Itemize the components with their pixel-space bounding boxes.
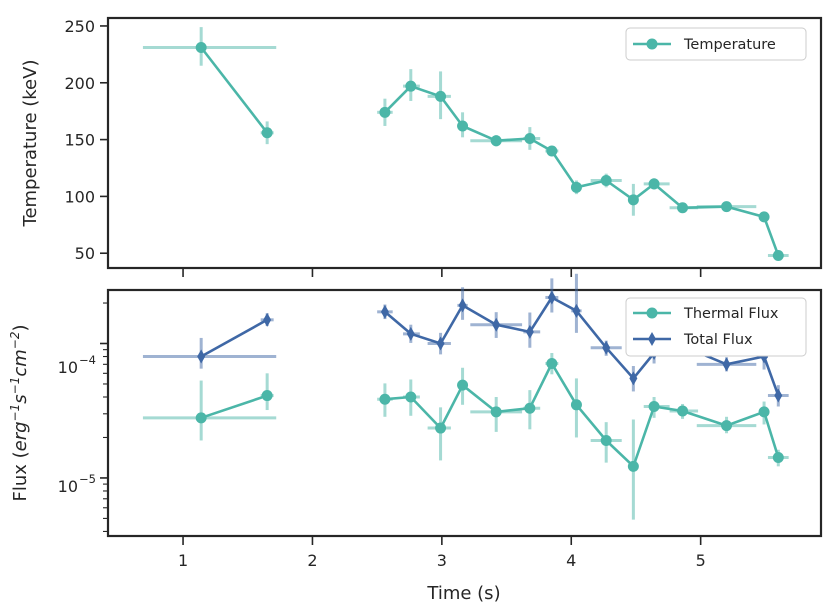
- flux-thermal-flux-point-0-0: [195, 412, 207, 424]
- flux-total-flux-point-1-9: [629, 371, 638, 386]
- temperature-x-ticks: [182, 268, 702, 277]
- flux-plot-frame: [106, 288, 823, 538]
- temperature-temperature-point-1-3: [457, 120, 469, 132]
- flux-total-flux-point-1-0: [380, 304, 389, 319]
- flux-total-flux-point-0-1: [263, 312, 272, 327]
- flux-panel: 1 2 3 4 5 10 −5 10 −4 Flux (erg−1s−1cm−2) Ti…: [8, 273, 823, 604]
- temperature-y-axis-label: Temperature (keV): [20, 60, 41, 228]
- flux-thermal-flux-point-1-6: [546, 357, 558, 369]
- x-axis-label: Time (s): [426, 583, 500, 604]
- temperature-plot-frame: [106, 16, 823, 270]
- flux-total-flux-line-0: [200, 318, 268, 358]
- temperature-ytick-label-100: 100: [64, 187, 95, 206]
- flux-thermal-flux-point-1-12: [721, 420, 733, 432]
- flux-ytick-label-1e-4: 10: [58, 358, 78, 377]
- temperature-ytick-label-50: 50: [75, 244, 95, 263]
- flux-thermal-flux-point-1-4: [490, 406, 502, 418]
- temperature-y-ticks: 50 100 150 200 250: [64, 17, 108, 263]
- temperature-temperature-point-1-4: [490, 135, 502, 147]
- temperature-temperature-point-1-2: [435, 90, 447, 102]
- temperature-temperature-point-0-1: [261, 127, 273, 139]
- flux-thermal-flux-point-1-2: [435, 422, 447, 434]
- flux-total-flux-point-1-3: [458, 298, 467, 313]
- temperature-ytick-label-150: 150: [64, 131, 95, 150]
- temperature-plot-area: [142, 27, 789, 261]
- temperature-temperature-point-1-0: [379, 106, 391, 118]
- legend-marker-total-flux: [648, 332, 656, 346]
- flux-y-axis-label: Flux (erg−1s−1cm−2): [8, 324, 31, 501]
- legend-label-thermal-flux: Thermal Flux: [683, 306, 779, 322]
- flux-ytick-label-1e-5-base: 10: [58, 477, 78, 496]
- flux-x-ticks: 1 2 3 4 5: [178, 536, 706, 570]
- legend-label-total-flux: Total Flux: [683, 332, 753, 348]
- legend-marker-temperature: [646, 38, 658, 50]
- flux-thermal-flux-point-1-10: [648, 400, 660, 412]
- temperature-temperature-point-1-5: [524, 132, 536, 144]
- flux-thermal-flux-point-1-13: [758, 406, 770, 418]
- legend-label-temperature: Temperature: [683, 37, 776, 53]
- xtick-label-2: 2: [307, 551, 317, 570]
- temperature-temperature-point-1-8: [600, 175, 612, 186]
- flux-total-flux-point-1-1: [406, 326, 415, 341]
- temperature-temperature-line-0: [200, 46, 269, 134]
- flux-thermal-flux-line-0: [200, 394, 268, 420]
- temperature-temperature-point-0-0: [195, 42, 207, 54]
- flux-thermal-flux-point-1-8: [600, 434, 612, 446]
- xtick-label-4: 4: [566, 551, 576, 570]
- temperature-temperature-point-1-6: [546, 145, 558, 157]
- flux-total-flux-point-1-5: [525, 324, 534, 339]
- temperature-temperature-point-1-13: [758, 211, 770, 223]
- temperature-legend-box: [625, 27, 807, 61]
- flux-thermal-flux-point-1-9: [627, 460, 639, 472]
- temperature-temperature-point-1-11: [677, 202, 689, 214]
- flux-thermal-flux-point-1-5: [524, 402, 536, 414]
- temperature-ytick-label-200: 200: [64, 74, 95, 93]
- temperature-temperature-point-1-1: [405, 80, 417, 92]
- xtick-label-3: 3: [437, 551, 447, 570]
- temperature-temperature-point-1-9: [627, 194, 639, 206]
- legend-marker-thermal-flux: [646, 307, 658, 319]
- flux-total-flux-point-1-7: [572, 303, 581, 318]
- flux-thermal-flux-point-1-14: [772, 451, 784, 463]
- flux-thermal-flux-point-1-7: [570, 399, 582, 411]
- flux-ytick-exponent-1e-4: −4: [79, 353, 96, 367]
- temperature-panel: 50 100 150 200 250 Temperature (keV) Tempera…: [20, 16, 823, 277]
- flux-thermal-flux-point-1-11: [677, 405, 689, 417]
- flux-thermal-flux-point-1-0: [379, 393, 391, 405]
- flux-plot-area: [142, 273, 789, 520]
- flux-total-flux-point-1-4: [492, 317, 501, 332]
- flux-total-flux-point-0-0: [197, 349, 206, 364]
- temperature-temperature-point-1-12: [721, 201, 733, 213]
- flux-ytick-exponent-1e-5: −5: [79, 472, 96, 486]
- temperature-legend: Temperature: [625, 27, 807, 61]
- flux-y-ticks: [100, 302, 108, 532]
- flux-thermal-flux-point-1-3: [457, 379, 469, 391]
- flux-legend: Thermal Flux Total Flux: [625, 297, 807, 357]
- flux-thermal-flux-point-1-1: [405, 391, 417, 403]
- flux-total-flux-point-1-12: [722, 357, 731, 372]
- flux-ytick-label-1e-5: 10: [58, 477, 78, 496]
- flux-total-flux-point-1-2: [436, 336, 445, 351]
- flux-total-flux-point-1-14: [774, 388, 783, 403]
- temperature-ytick-label-250: 250: [64, 17, 95, 36]
- temperature-temperature-point-1-7: [570, 181, 582, 193]
- xtick-label-5: 5: [696, 551, 706, 570]
- flux-ytick-label-1e-4-base: 10: [58, 358, 78, 377]
- flux-thermal-flux-point-0-1: [261, 390, 273, 402]
- flux-total-flux-point-1-8: [602, 340, 611, 355]
- flux-total-flux-point-1-6: [547, 290, 556, 305]
- temperature-temperature-point-1-14: [772, 250, 784, 261]
- xtick-label-1: 1: [178, 551, 188, 570]
- temperature-temperature-point-1-10: [648, 178, 660, 190]
